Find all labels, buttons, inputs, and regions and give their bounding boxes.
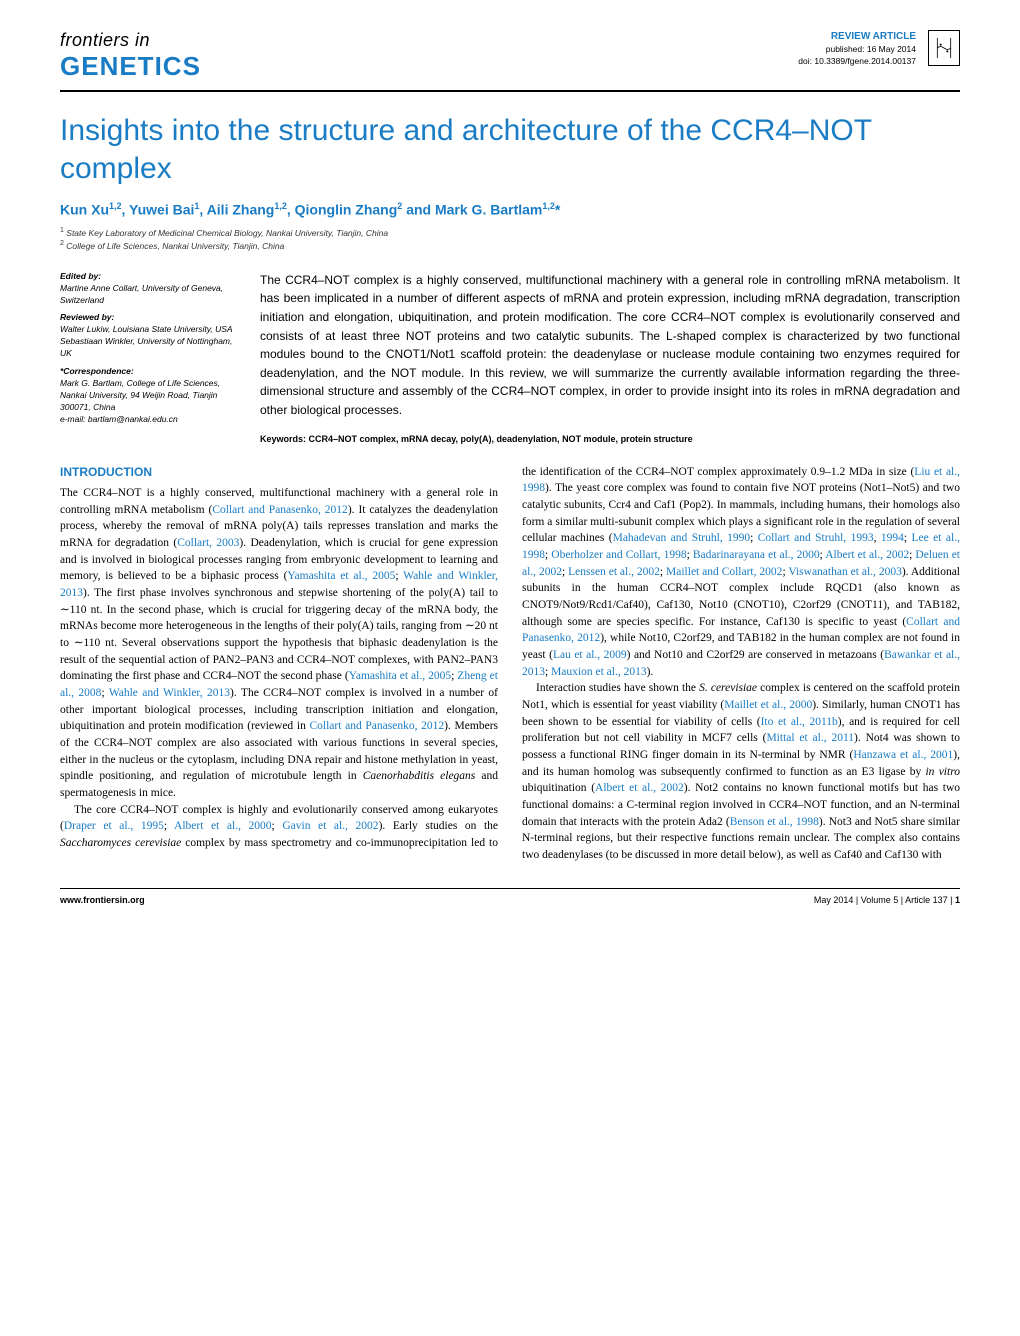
correspondence-text: Mark G. Bartlam, College of Life Science… [60,378,240,414]
doi: doi: 10.3389/fgene.2014.00137 [798,56,916,68]
edited-by-label: Edited by: [60,271,240,283]
affiliation-1: State Key Laboratory of Medicinal Chemic… [66,227,388,237]
edited-by-person: Martine Anne Collart, University of Gene… [60,283,240,307]
page-number: 1 [955,895,960,905]
correspondence-email: e-mail: bartlam@nankai.edu.cn [60,414,240,426]
paragraph-1: The CCR4–NOT is a highly conserved, mult… [60,485,498,802]
ref[interactable]: Mauxion et al., 2013 [551,666,647,678]
article-title: Insights into the structure and architec… [60,112,960,187]
ref[interactable]: Lau et al., 2009 [553,649,627,661]
ref[interactable]: Oberholzer and Collart, 1998 [551,549,686,561]
affiliation-2: College of Life Sciences, Nankai Univers… [66,241,284,251]
footer-citation: May 2014 | Volume 5 | Article 137 | 1 [814,895,960,905]
journal-logo: frontiers in GENETICS [60,30,201,82]
ref[interactable]: Wahle and Winkler, 2013 [109,687,230,699]
ref[interactable]: Albert et al., 2002 [595,782,684,794]
ref[interactable]: Albert et al., 2002 [825,549,909,561]
ref[interactable]: Mahadevan and Struhl, 1990 [613,532,751,544]
ref[interactable]: Yamashita et al., 2005 [287,570,395,582]
ref[interactable]: Lenssen et al., 2002 [568,566,660,578]
correspondence-label: *Correspondence: [60,366,240,378]
ref[interactable]: Collart and Panasenko, 2012 [212,504,347,516]
journal-top: frontiers in [60,30,201,51]
keywords: Keywords: CCR4–NOT complex, mRNA decay, … [260,434,960,444]
ref[interactable]: Albert et al., 2000 [174,820,272,832]
reviewer-1: Walter Lukiw, Louisiana State University… [60,324,240,336]
ref[interactable]: Collart, 2003 [177,537,239,549]
ref[interactable]: Maillet et al., 2000 [724,699,812,711]
abstract-text: The CCR4–NOT complex is a highly conserv… [260,271,960,420]
ref[interactable]: Badarinarayana et al., 2000 [693,549,820,561]
paragraph-3: Interaction studies have shown the S. ce… [522,680,960,863]
body-text: INTRODUCTION The CCR4–NOT is a highly co… [60,464,960,864]
ref[interactable]: Benson et al., 1998 [730,816,819,828]
ref[interactable]: Mittal et al., 2011 [766,732,854,744]
ref[interactable]: Collart and Panasenko, 2012 [310,720,445,732]
ref[interactable]: Maillet and Collart, 2002 [666,566,782,578]
affiliations: 1 State Key Laboratory of Medicinal Chem… [60,226,960,253]
ref[interactable]: Draper et al., 1995 [64,820,164,832]
authors: Kun Xu1,2, Yuwei Bai1, Aili Zhang1,2, Qi… [60,201,960,218]
footer: www.frontiersin.org May 2014 | Volume 5 … [60,888,960,905]
header-bar: frontiers in GENETICS REVIEW ARTICLE pub… [60,30,960,92]
journal-bottom: GENETICS [60,51,201,82]
published-date: published: 16 May 2014 [798,44,916,56]
abstract-container: The CCR4–NOT complex is a highly conserv… [260,271,960,444]
ref[interactable]: Viswanathan et al., 2003 [788,566,901,578]
intro-heading: INTRODUCTION [60,464,498,481]
ref[interactable]: 1994 [881,532,904,544]
ref[interactable]: Collart and Struhl, 1993 [758,532,874,544]
editorial-info: Edited by: Martine Anne Collart, Univers… [60,271,240,444]
abstract-block: Edited by: Martine Anne Collart, Univers… [60,271,960,444]
ref[interactable]: Hanzawa et al., 2001 [853,749,953,761]
reviewed-by-label: Reviewed by: [60,312,240,324]
ref[interactable]: Ito et al., 2011b [761,716,838,728]
journal-icon [928,30,960,66]
footer-url[interactable]: www.frontiersin.org [60,895,145,905]
ref[interactable]: Gavin et al., 2002 [282,820,378,832]
article-meta: REVIEW ARTICLE published: 16 May 2014 do… [798,30,916,68]
ref[interactable]: Yamashita et al., 2005 [349,670,451,682]
header-right: REVIEW ARTICLE published: 16 May 2014 do… [798,30,960,68]
article-type: REVIEW ARTICLE [798,30,916,44]
reviewer-2: Sebastiaan Winkler, University of Nottin… [60,336,240,360]
